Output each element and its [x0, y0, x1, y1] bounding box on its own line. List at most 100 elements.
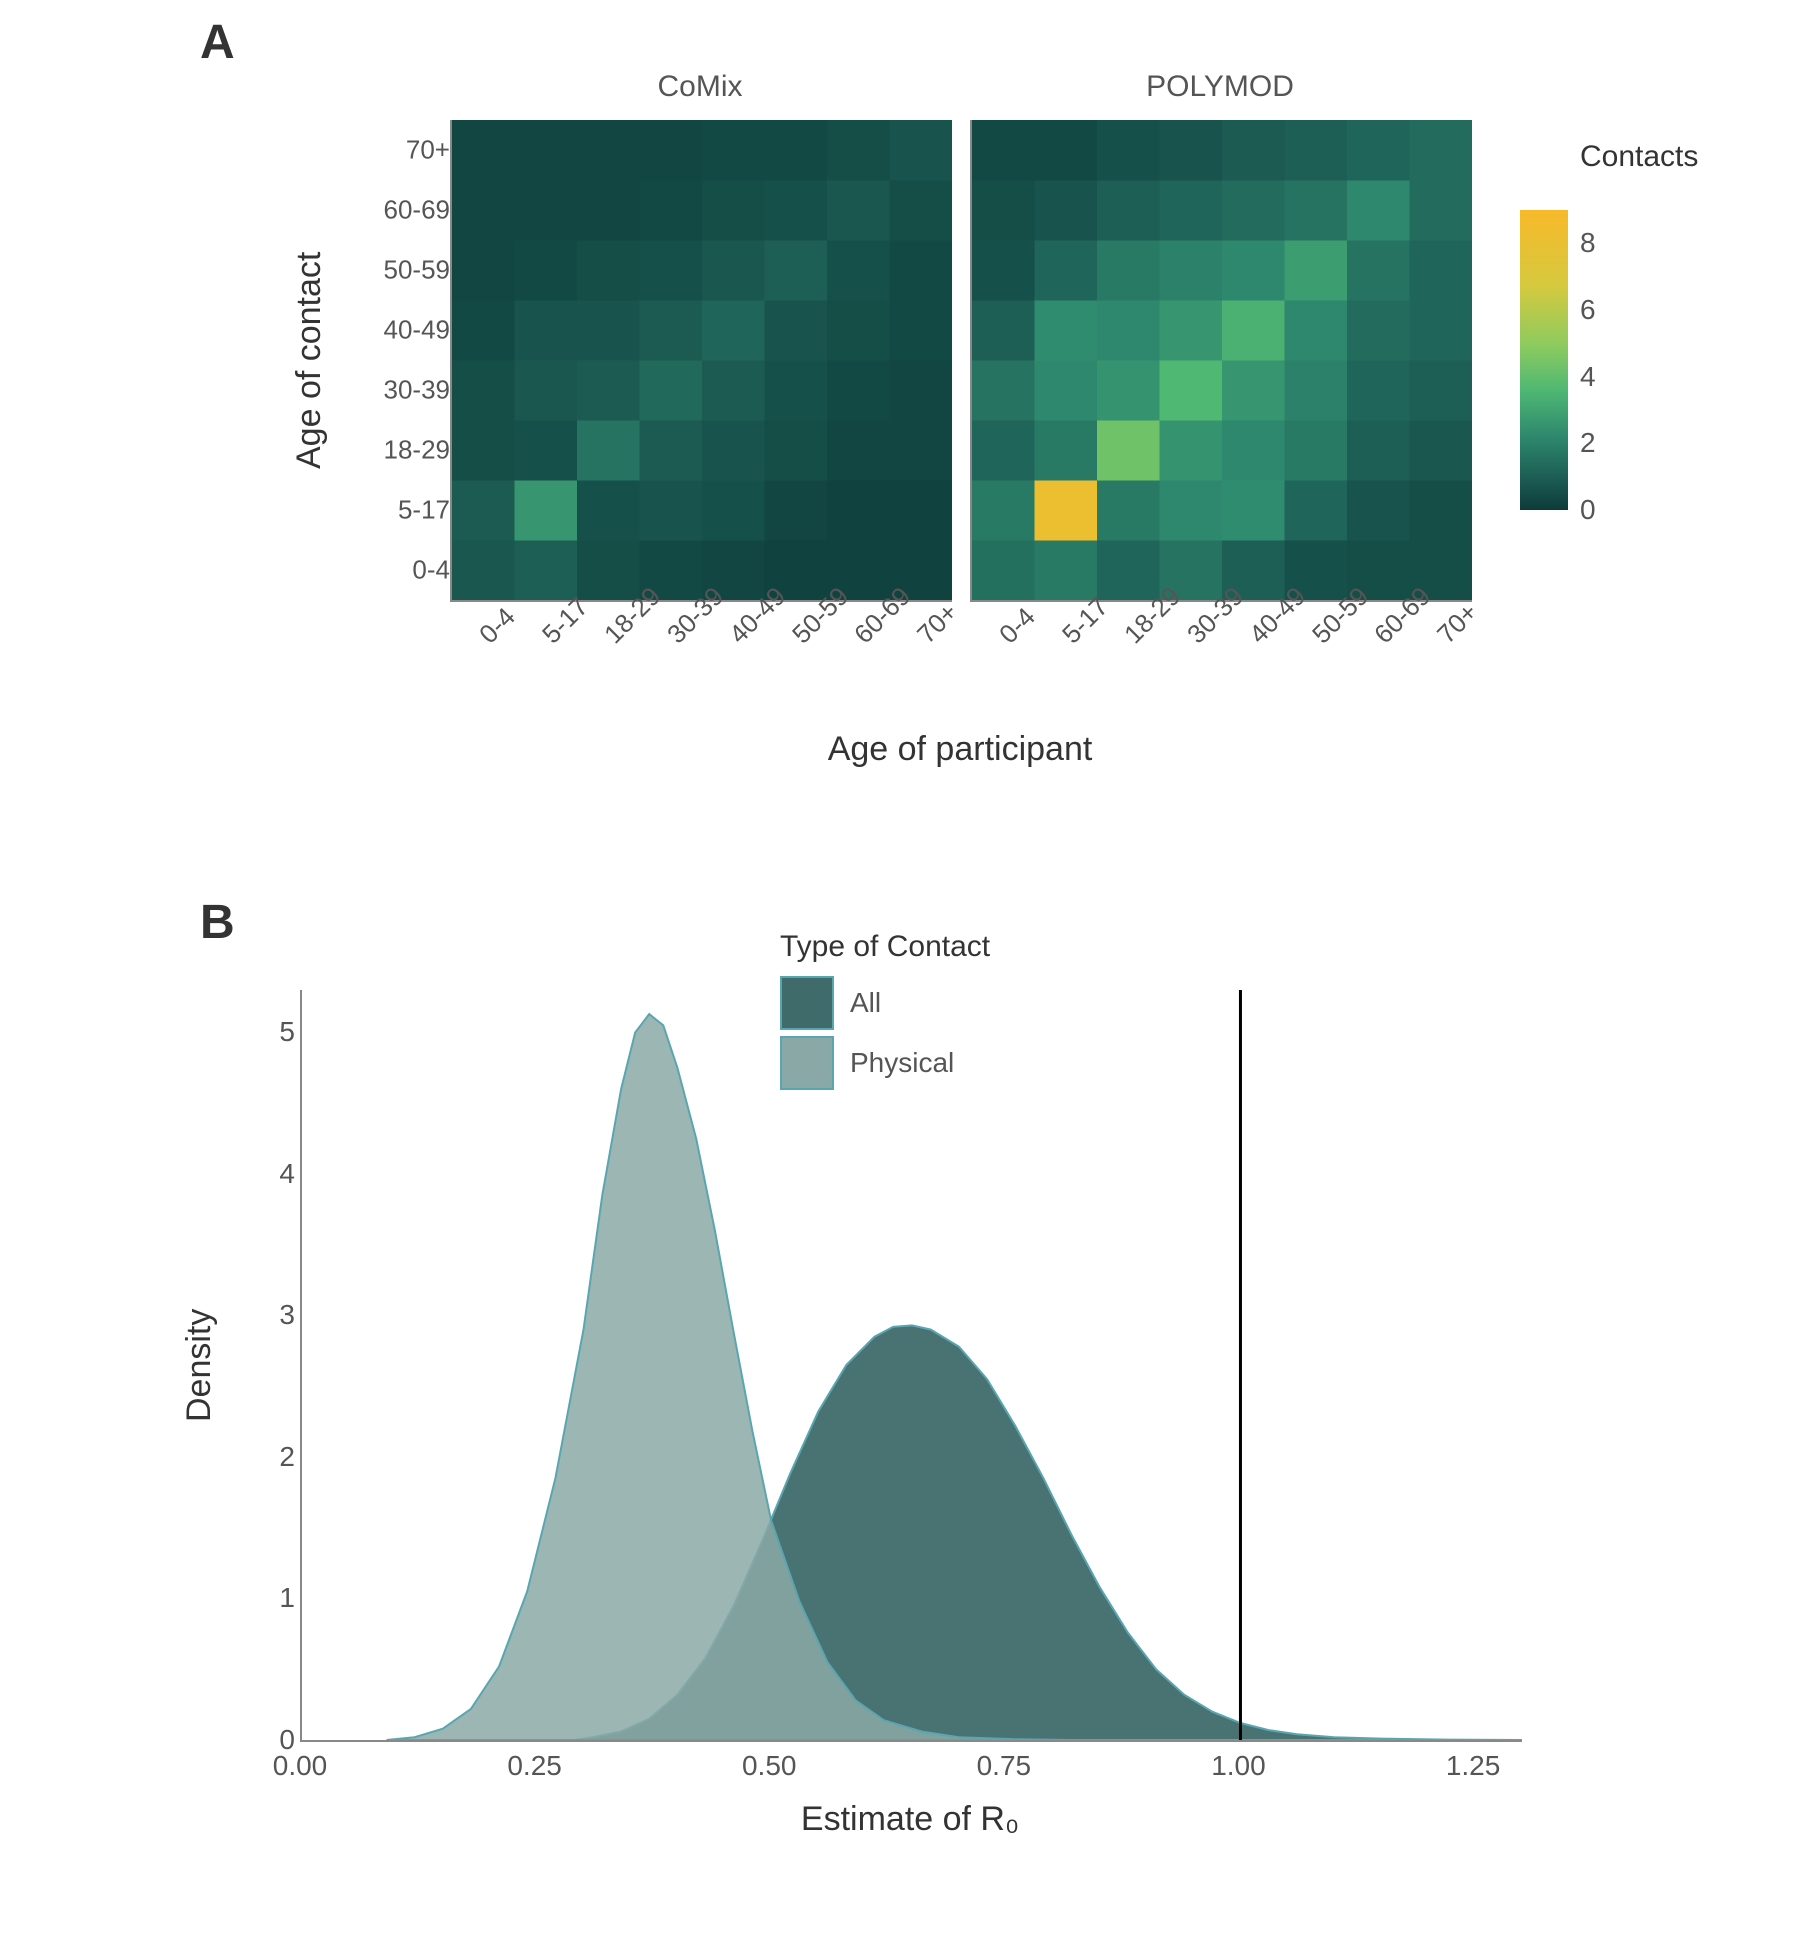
heatmap-cell — [1160, 120, 1223, 181]
heatmap-cell — [640, 180, 703, 241]
heatmap-cell — [972, 180, 1035, 241]
heatmap-cell — [702, 300, 765, 361]
heatmap-cell — [452, 240, 515, 301]
heatmap-cell — [452, 180, 515, 241]
heatmap-comix-title: CoMix — [450, 70, 950, 104]
panel-b-ytick: 2 — [279, 1441, 295, 1473]
heatmap-cell — [890, 300, 953, 361]
heatmap-cell — [640, 360, 703, 421]
heatmap-cell — [1035, 300, 1098, 361]
heatmap-cell — [452, 360, 515, 421]
heatmap-cell — [765, 420, 828, 481]
heatmap-cell — [452, 420, 515, 481]
panel-b: Density 012345 0.000.250.500.751.001.25 … — [180, 900, 1630, 1880]
heatmap-cell — [515, 540, 578, 601]
heatmap-cell — [1035, 120, 1098, 181]
heatmap-cell — [1285, 480, 1348, 541]
heatmap-cell — [577, 480, 640, 541]
ytick-label: 50-59 — [350, 255, 450, 286]
heatmap-cell — [827, 240, 890, 301]
heatmap-cell — [1035, 540, 1098, 601]
heatmap-cell — [515, 240, 578, 301]
heatmap-cell — [702, 240, 765, 301]
density-plot-svg — [300, 990, 1522, 1742]
heatmap-cell — [1285, 180, 1348, 241]
heatmap-cell — [1285, 240, 1348, 301]
legend-title: Type of Contact — [780, 930, 990, 964]
heatmap-cell — [1035, 420, 1098, 481]
heatmap-cell — [515, 360, 578, 421]
ytick-label: 18-29 — [350, 435, 450, 466]
heatmap-cell — [1222, 480, 1285, 541]
colorbar-tick: 8 — [1580, 227, 1596, 259]
panel-b-xtick: 0.25 — [507, 1750, 562, 1782]
heatmap-cell — [890, 240, 953, 301]
ytick-label: 40-49 — [350, 315, 450, 346]
legend: Type of Contact All Physical — [780, 930, 990, 1090]
legend-row-physical: Physical — [780, 1036, 990, 1090]
heatmap-cell — [1097, 300, 1160, 361]
heatmap-cell — [972, 300, 1035, 361]
colorbar-tick: 4 — [1580, 361, 1596, 393]
panel-b-xtick: 1.25 — [1446, 1750, 1501, 1782]
legend-row-all: All — [780, 976, 990, 1030]
heatmap-cell — [827, 420, 890, 481]
panel-a: Age of contact 0-45-1718-2930-3940-4950-… — [290, 40, 1740, 870]
colorbar-tick: 0 — [1580, 494, 1596, 526]
heatmap-cell — [1222, 360, 1285, 421]
legend-swatch-all — [780, 976, 834, 1030]
panel-b-ylabel: Density — [180, 990, 220, 1740]
heatmap-cell — [1285, 420, 1348, 481]
heatmap-cell — [827, 300, 890, 361]
heatmap-cell — [1097, 360, 1160, 421]
heatmap-cell — [1097, 120, 1160, 181]
heatmap-cell — [1097, 420, 1160, 481]
heatmap-polymod: POLYMOD 0-45-1718-2930-3940-4950-5960-69… — [970, 120, 1470, 600]
panel-b-xtick: 0.50 — [742, 1750, 797, 1782]
heatmap-cell — [972, 540, 1035, 601]
heatmap-cell — [515, 300, 578, 361]
heatmap-cell — [577, 120, 640, 181]
ytick-label: 30-39 — [350, 375, 450, 406]
ytick-label: 60-69 — [350, 195, 450, 226]
heatmap-cell — [890, 120, 953, 181]
legend-label-all: All — [850, 987, 881, 1019]
panel-b-ytick: 1 — [279, 1582, 295, 1614]
ytick-label: 0-4 — [350, 555, 450, 586]
heatmap-cell — [1410, 420, 1473, 481]
heatmap-cell — [515, 120, 578, 181]
heatmap-polymod-title: POLYMOD — [970, 70, 1470, 104]
panel-b-ytick: 4 — [279, 1158, 295, 1190]
colorbar-svg — [1520, 210, 1568, 510]
heatmap-cell — [1222, 420, 1285, 481]
heatmap-cell — [827, 360, 890, 421]
heatmap-cell — [1410, 120, 1473, 181]
heatmap-cell — [972, 480, 1035, 541]
heatmap-cell — [702, 480, 765, 541]
heatmap-cell — [577, 540, 640, 601]
heatmap-cell — [765, 300, 828, 361]
heatmap-cell — [972, 420, 1035, 481]
heatmap-cell — [1160, 300, 1223, 361]
heatmap-cell — [1285, 300, 1348, 361]
heatmap-cell — [1285, 360, 1348, 421]
ytick-label: 5-17 — [350, 495, 450, 526]
heatmap-cell — [577, 240, 640, 301]
panel-a-label: A — [200, 15, 235, 70]
heatmap-cell — [1222, 180, 1285, 241]
heatmap-cell — [702, 120, 765, 181]
heatmap-cell — [452, 540, 515, 601]
colorbar-tick: 6 — [1580, 294, 1596, 326]
heatmap-cell — [765, 180, 828, 241]
heatmap-cell — [577, 420, 640, 481]
heatmap-cell — [827, 120, 890, 181]
panel-b-ytick: 5 — [279, 1016, 295, 1048]
heatmap-cell — [1410, 480, 1473, 541]
heatmap-comix-svg — [450, 120, 952, 602]
colorbar-tick: 2 — [1580, 427, 1596, 459]
heatmap-cell — [1160, 480, 1223, 541]
legend-label-physical: Physical — [850, 1047, 954, 1079]
heatmap-cell — [1347, 360, 1410, 421]
heatmap-cell — [1160, 420, 1223, 481]
heatmap-cell — [827, 480, 890, 541]
